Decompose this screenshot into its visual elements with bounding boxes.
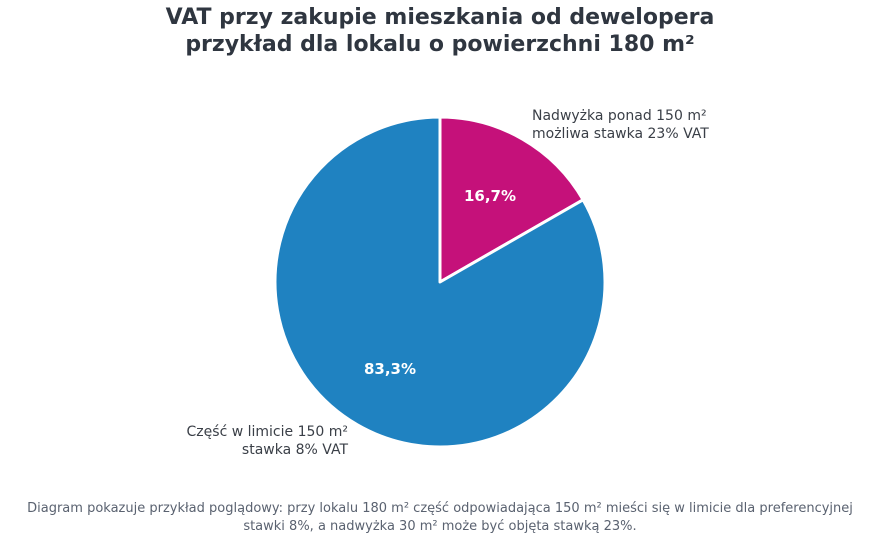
- chart-caption-line2: stawki 8%, a nadwyżka 30 m² może być obj…: [243, 519, 637, 534]
- pie-slice-surplus-percent: 16,7%: [464, 187, 516, 205]
- pie-label-within-limit: Część w limicie 150 m² stawka 8% VAT: [187, 424, 349, 458]
- pie-label-within-limit-line2: stawka 8% VAT: [242, 442, 349, 458]
- chart-title: VAT przy zakupie mieszkania od deweloper…: [0, 4, 880, 58]
- pie-label-surplus-line2: możliwa stawka 23% VAT: [532, 126, 709, 142]
- pie-slices: [273, 115, 607, 449]
- chart-title-line1: VAT przy zakupie mieszkania od deweloper…: [165, 5, 715, 30]
- pie-slice-within-limit-percent: 83,3%: [364, 360, 416, 378]
- pie-chart: 16,7% 83,3% Nadwyżka ponad 150 m² możliw…: [187, 108, 710, 458]
- pie-slice-surplus: [438, 115, 585, 284]
- chart-title-line2: przykład dla lokalu o powierzchni 180 m²: [185, 32, 695, 57]
- pie-label-within-limit-line1: Część w limicie 150 m²: [187, 424, 348, 440]
- pie-label-surplus-line1: Nadwyżka ponad 150 m²: [532, 108, 707, 124]
- pie-label-surplus: Nadwyżka ponad 150 m² możliwa stawka 23%…: [532, 108, 709, 142]
- chart-caption: Diagram pokazuje przykład poglądowy: prz…: [0, 500, 880, 536]
- chart-caption-line1: Diagram pokazuje przykład poglądowy: prz…: [27, 501, 853, 516]
- pie-slice-within-limit: [273, 115, 607, 449]
